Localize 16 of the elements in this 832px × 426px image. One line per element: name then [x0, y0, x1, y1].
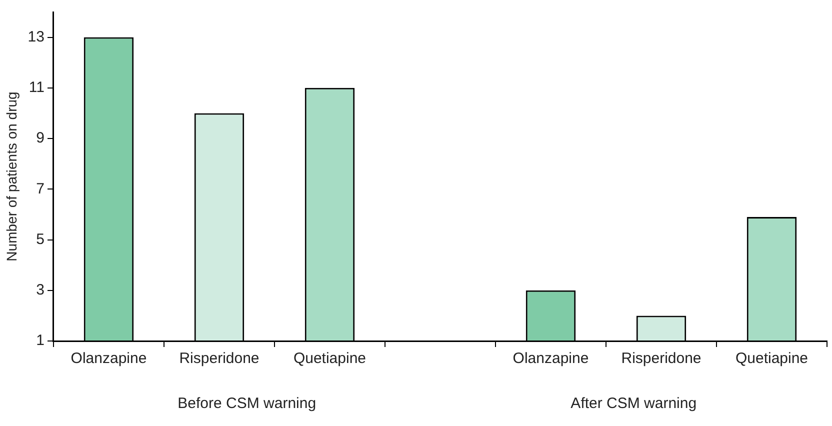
y-tick-label: 13	[28, 28, 44, 46]
y-tick-label: 7	[36, 180, 44, 198]
y-axis-title: Number of patients on drug	[3, 92, 20, 262]
x-tick-label: Quetiapine	[735, 350, 808, 368]
text: After CSM warning	[570, 395, 697, 412]
x-tick-label: Olanzapine	[70, 350, 147, 368]
y-tick-label: 9	[36, 130, 44, 147]
y-tick-label: 11	[28, 79, 44, 96]
y-tick-label: 3	[36, 282, 44, 299]
x-tick-label: Olanzapine	[512, 350, 589, 368]
x-tick-label: Quetiapine	[293, 350, 366, 368]
x-tick-label: Risperidone	[621, 350, 702, 368]
text: Before CSM warning	[178, 395, 316, 412]
y-tick-label: 1	[36, 332, 44, 350]
y-tick-label: 5	[36, 230, 44, 248]
x-tick-label: Risperidone	[179, 350, 260, 368]
